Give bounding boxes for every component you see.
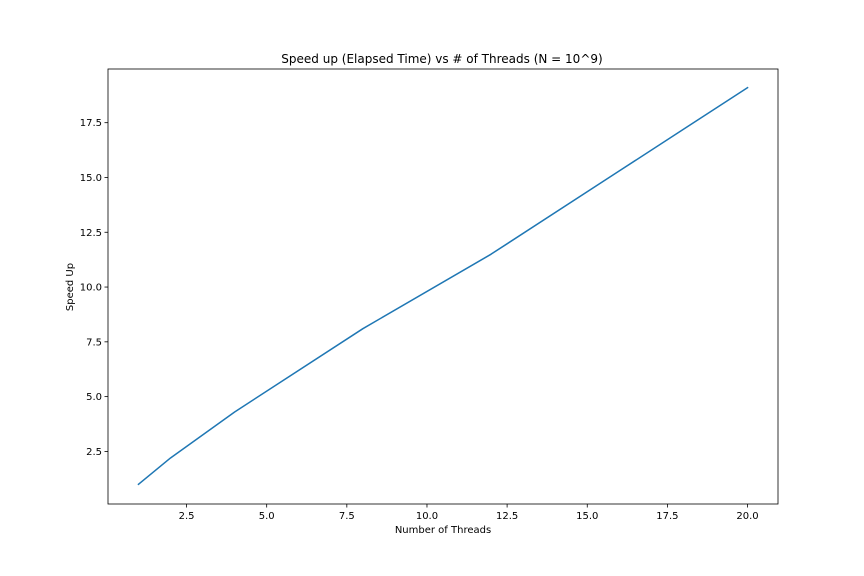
x-tick-label: 2.5: [179, 511, 195, 522]
chart-title: Speed up (Elapsed Time) vs # of Threads …: [281, 52, 602, 66]
x-axis-ticks: 2.5 5.0 7.5 10.0 12.5 15.0 17.5 20.0: [179, 504, 759, 522]
y-tick-label: 10.0: [80, 283, 102, 294]
x-axis-label: Number of Threads: [395, 525, 491, 536]
speedup-series-line: [137, 86, 749, 486]
y-axis-label: Speed Up: [65, 263, 76, 311]
y-tick-label: 12.5: [80, 228, 102, 239]
y-tick-label: 17.5: [80, 118, 102, 129]
x-tick-label: 12.5: [496, 511, 518, 522]
x-tick-label: 10.0: [416, 511, 438, 522]
x-tick-label: 17.5: [656, 511, 678, 522]
series-layer: [137, 86, 749, 486]
y-tick-label: 15.0: [80, 173, 102, 184]
y-tick-label: 2.5: [86, 447, 102, 458]
x-tick-label: 20.0: [736, 511, 758, 522]
y-tick-label: 7.5: [86, 337, 102, 348]
x-tick-label: 5.0: [259, 511, 275, 522]
y-tick-label: 5.0: [86, 392, 102, 403]
plot-area: 2.5 5.0 7.5 10.0 12.5 15.0 17.5 20.0 2.5 5.0 7.5 1…: [80, 68, 779, 522]
y-axis-ticks: 2.5 5.0 7.5 10.0 12.5 15.0 17.5: [80, 118, 108, 458]
x-tick-label: 15.0: [576, 511, 598, 522]
x-tick-label: 7.5: [339, 511, 355, 522]
plot-frame: [107, 68, 779, 505]
